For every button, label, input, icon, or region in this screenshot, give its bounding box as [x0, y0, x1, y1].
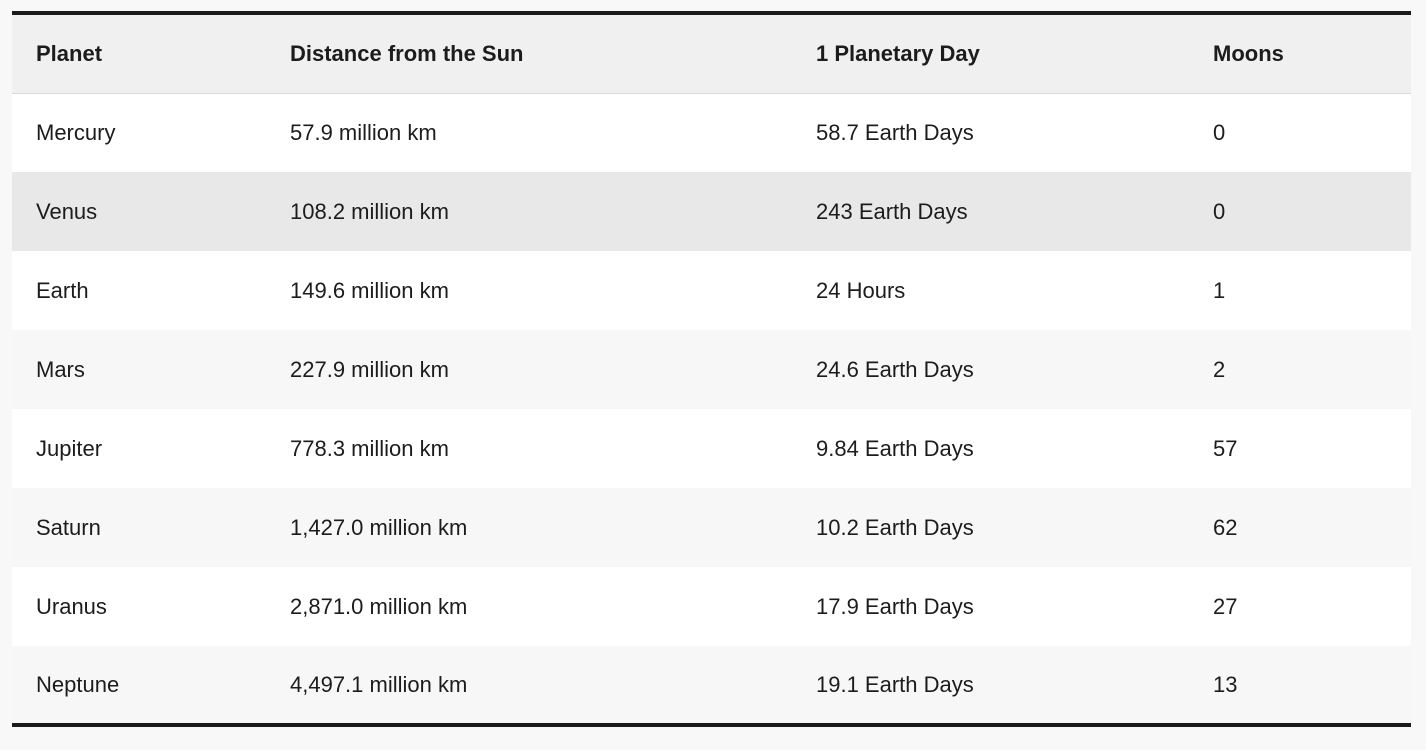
cell-moons: 13	[1213, 671, 1238, 697]
cell-distance: 2,871.0 million km	[290, 593, 468, 619]
cell-day: 243 Earth Days	[816, 198, 968, 224]
cell-planet: Venus	[36, 198, 98, 224]
cell-distance: 57.9 million km	[290, 119, 437, 145]
column-header-planet: Planet	[12, 13, 266, 94]
cell-moons: 0	[1213, 198, 1226, 224]
table-row[interactable]: Venus 108.2 million km 243 Earth Days 0	[12, 172, 1411, 251]
table-row[interactable]: Mars 227.9 million km 24.6 Earth Days 2	[12, 330, 1411, 409]
column-header-moons: Moons	[1189, 13, 1411, 94]
table-row[interactable]: Earth 149.6 million km 24 Hours 1	[12, 251, 1411, 330]
cell-moons: 57	[1213, 435, 1238, 461]
table-body: Mercury 57.9 million km 58.7 Earth Days …	[12, 93, 1411, 725]
cell-distance: 4,497.1 million km	[290, 671, 468, 697]
cell-moons: 1	[1213, 277, 1226, 303]
cell-distance: 149.6 million km	[290, 277, 449, 303]
cell-planet: Mercury	[36, 119, 116, 145]
planets-table: Planet Distance from the Sun 1 Planetary…	[12, 11, 1411, 727]
cell-moons: 27	[1213, 593, 1238, 619]
cell-distance: 108.2 million km	[290, 198, 449, 224]
cell-day: 9.84 Earth Days	[816, 435, 974, 461]
cell-planet: Jupiter	[36, 435, 103, 461]
cell-distance: 227.9 million km	[290, 356, 449, 382]
cell-distance: 1,427.0 million km	[290, 514, 468, 540]
column-header-planetary-day: 1 Planetary Day	[792, 13, 1189, 94]
cell-day: 24.6 Earth Days	[816, 356, 974, 382]
cell-day: 19.1 Earth Days	[816, 671, 974, 697]
planets-table-container: Planet Distance from the Sun 1 Planetary…	[12, 11, 1411, 727]
table-row[interactable]: Jupiter 778.3 million km 9.84 Earth Days…	[12, 409, 1411, 488]
cell-moons: 2	[1213, 356, 1226, 382]
table-header: Planet Distance from the Sun 1 Planetary…	[12, 13, 1411, 94]
cell-planet: Mars	[36, 356, 85, 382]
table-row[interactable]: Neptune 4,497.1 million km 19.1 Earth Da…	[12, 646, 1411, 725]
cell-day: 10.2 Earth Days	[816, 514, 974, 540]
column-header-distance: Distance from the Sun	[266, 13, 792, 94]
cell-planet: Neptune	[36, 671, 120, 697]
cell-day: 58.7 Earth Days	[816, 119, 974, 145]
cell-day: 17.9 Earth Days	[816, 593, 974, 619]
cell-planet: Saturn	[36, 514, 101, 540]
cell-planet: Earth	[36, 277, 89, 303]
cell-moons: 62	[1213, 514, 1238, 540]
cell-moons: 0	[1213, 119, 1226, 145]
cell-planet: Uranus	[36, 593, 107, 619]
table-row[interactable]: Saturn 1,427.0 million km 10.2 Earth Day…	[12, 488, 1411, 567]
table-row[interactable]: Uranus 2,871.0 million km 17.9 Earth Day…	[12, 567, 1411, 646]
cell-distance: 778.3 million km	[290, 435, 449, 461]
table-row[interactable]: Mercury 57.9 million km 58.7 Earth Days …	[12, 93, 1411, 172]
cell-day: 24 Hours	[816, 277, 906, 303]
header-row: Planet Distance from the Sun 1 Planetary…	[12, 13, 1411, 94]
